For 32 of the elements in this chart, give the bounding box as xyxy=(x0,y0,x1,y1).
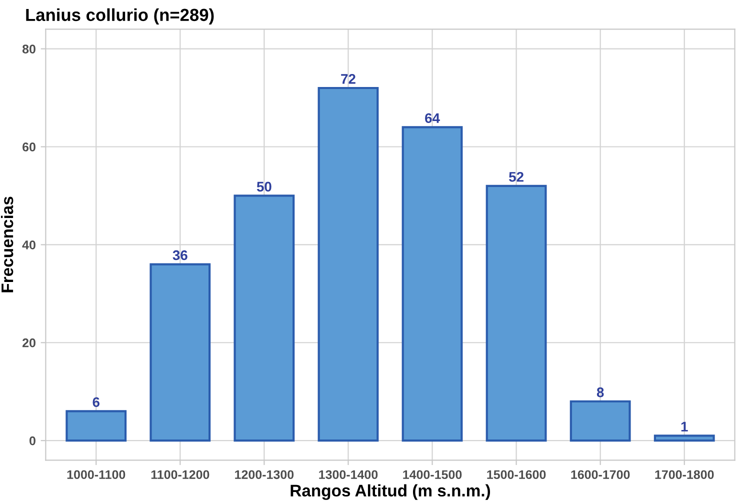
data-label: 52 xyxy=(509,172,524,182)
x-tick-label: 1700-1800 xyxy=(655,470,714,480)
y-tick-label: 0 xyxy=(30,436,36,446)
data-label: 50 xyxy=(256,182,272,192)
bar xyxy=(486,184,547,442)
data-label: 6 xyxy=(92,397,100,408)
bar xyxy=(66,410,127,442)
x-tick-label: 1100-1200 xyxy=(151,470,210,480)
x-tick-label: 1000-1100 xyxy=(67,470,126,480)
bar xyxy=(318,86,379,442)
bar xyxy=(570,400,631,442)
x-tick-label: 1500-1600 xyxy=(487,470,546,480)
bar xyxy=(654,434,715,442)
y-tick-label: 20 xyxy=(22,338,36,348)
data-label: 8 xyxy=(596,387,604,398)
bar xyxy=(402,126,463,442)
data-label: 72 xyxy=(341,74,356,84)
y-axis-title: Frecuencias xyxy=(0,196,14,292)
bar xyxy=(150,263,211,442)
x-axis-title: Rangos Altitud (m s.n.m.) xyxy=(290,484,490,500)
x-tick-label: 1400-1500 xyxy=(403,470,462,480)
x-tick-label: 1200-1300 xyxy=(235,470,294,480)
x-tick-label: 1600-1700 xyxy=(571,470,630,480)
data-label: 1 xyxy=(681,422,688,432)
data-label: 36 xyxy=(172,250,188,260)
y-tick-label: 60 xyxy=(22,142,36,152)
bar xyxy=(234,194,295,442)
y-tick-label: 40 xyxy=(22,240,36,250)
data-label: 64 xyxy=(425,113,440,124)
y-tick-label: 80 xyxy=(22,44,36,54)
chart-title: Lanius collurio (n=289) xyxy=(26,8,214,24)
x-tick-label: 1300-1400 xyxy=(319,470,378,480)
